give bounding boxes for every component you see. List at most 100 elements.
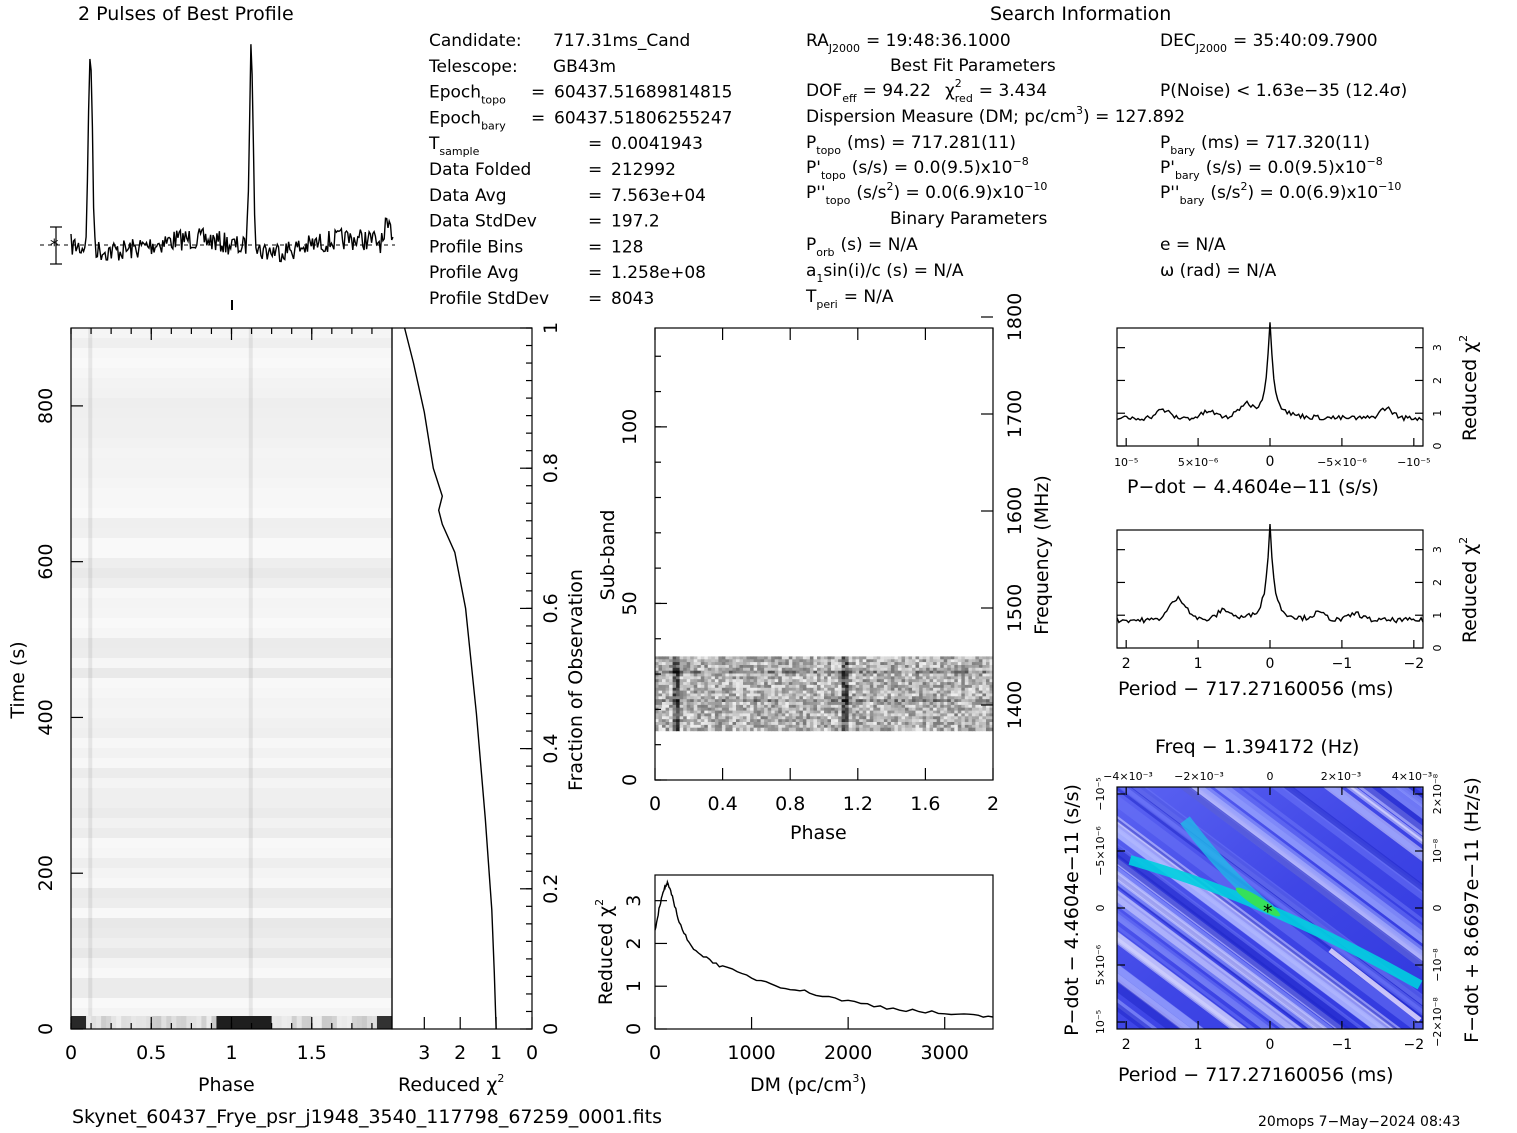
subband-cell (774, 676, 779, 680)
subband-cell (873, 710, 878, 715)
subband-cell (897, 696, 902, 700)
subband-cell (954, 704, 959, 709)
subband-cell (975, 716, 980, 720)
time-phase-cell (106, 1016, 113, 1029)
subband-cell (785, 687, 790, 692)
subband-cell (947, 682, 952, 686)
subband-cell (922, 690, 927, 695)
subband-cell (894, 693, 899, 697)
subband-cell (950, 659, 955, 663)
subband-cell (975, 727, 980, 732)
info-left-equals: = (531, 83, 545, 103)
subband-cell (707, 716, 712, 720)
info-left-row: Tsample (428, 134, 480, 158)
subband-cell (841, 724, 846, 729)
subband-cell (788, 724, 793, 729)
subband-cell (975, 690, 980, 695)
time-phase-cell (186, 1016, 193, 1029)
subband-cell (739, 687, 744, 692)
subband-cell (788, 693, 793, 697)
subband-cell (676, 687, 681, 692)
subband-cell (655, 727, 660, 732)
subband-cell (926, 659, 931, 663)
subband-cell (714, 704, 719, 709)
subband-cell (676, 676, 681, 680)
subband-cell (771, 727, 776, 732)
subband-cell (971, 687, 976, 692)
subband-cell (739, 696, 744, 700)
subband-cell (764, 716, 769, 720)
subband-cell (897, 724, 902, 729)
subband-cell (971, 684, 976, 689)
subband-cell (848, 704, 853, 709)
subband-cell (834, 679, 839, 683)
subband-cell (813, 667, 818, 672)
tick-label: 2 (987, 793, 999, 815)
subband-cell (767, 656, 772, 660)
subband-cell (848, 679, 853, 683)
subband-cell (767, 673, 772, 677)
subband-cell (943, 676, 948, 680)
subband-cell (845, 716, 850, 720)
subband-cell (915, 679, 920, 683)
subband-cell (753, 693, 758, 697)
subband-cell (781, 676, 786, 680)
subband-cell (919, 670, 924, 675)
subband-cell (831, 667, 836, 672)
subband-cell (876, 704, 881, 709)
period-chi-frame (1116, 529, 1424, 649)
subband-cell (834, 684, 839, 689)
subband-cell (915, 670, 920, 675)
subband-cell (718, 690, 723, 695)
subband-cell (792, 687, 797, 692)
subband-cell (824, 693, 829, 697)
subband-cell (728, 682, 733, 686)
subband-cell (809, 702, 814, 706)
subband-cell (753, 676, 758, 680)
subband-cell (873, 673, 878, 677)
subband-cell (788, 682, 793, 686)
subband-cell (982, 702, 987, 706)
info-left-equals: = (531, 108, 545, 128)
subband-cell (820, 727, 825, 732)
subband-cell (781, 713, 786, 717)
subband-cell (838, 682, 843, 686)
subband-cell (781, 704, 786, 709)
subband-cell (728, 713, 733, 717)
subband-cell (781, 716, 786, 720)
subband-cell (707, 704, 712, 709)
subband-cell (778, 682, 783, 686)
subband-cell (964, 727, 969, 732)
subband-cell (971, 727, 976, 732)
subband-cell (975, 696, 980, 700)
subband-cell (919, 722, 924, 726)
subband-cell (817, 670, 822, 675)
time-phase-cell (216, 1016, 223, 1029)
subband-cell (890, 684, 895, 689)
subband-cell (982, 719, 987, 723)
dm-ylabel: Reduced χ2 (593, 899, 617, 1005)
subband-cell (838, 676, 843, 680)
p-pdot-streak (1213, 787, 1423, 944)
subband-cell (802, 724, 807, 729)
subband-cell (912, 696, 917, 700)
subband-cell (855, 670, 860, 675)
subband-cell (890, 676, 895, 680)
time-phase-cell (166, 1016, 173, 1029)
subband-cell (728, 727, 733, 732)
subband-cell (820, 702, 825, 706)
subband-cell (926, 699, 931, 703)
subband-cell (721, 682, 726, 686)
subband-cell (732, 696, 737, 700)
subband-cell (866, 656, 871, 660)
subband-cell (700, 684, 705, 689)
subband-cell (760, 679, 765, 683)
subband-cell (919, 656, 924, 660)
subband-cell (862, 696, 867, 700)
subband-cell (721, 702, 726, 706)
subband-cell (982, 679, 987, 683)
subband-cell (947, 656, 952, 660)
pulse-track (88, 328, 93, 1029)
subband-cell (693, 702, 698, 706)
subband-cell (950, 696, 955, 700)
